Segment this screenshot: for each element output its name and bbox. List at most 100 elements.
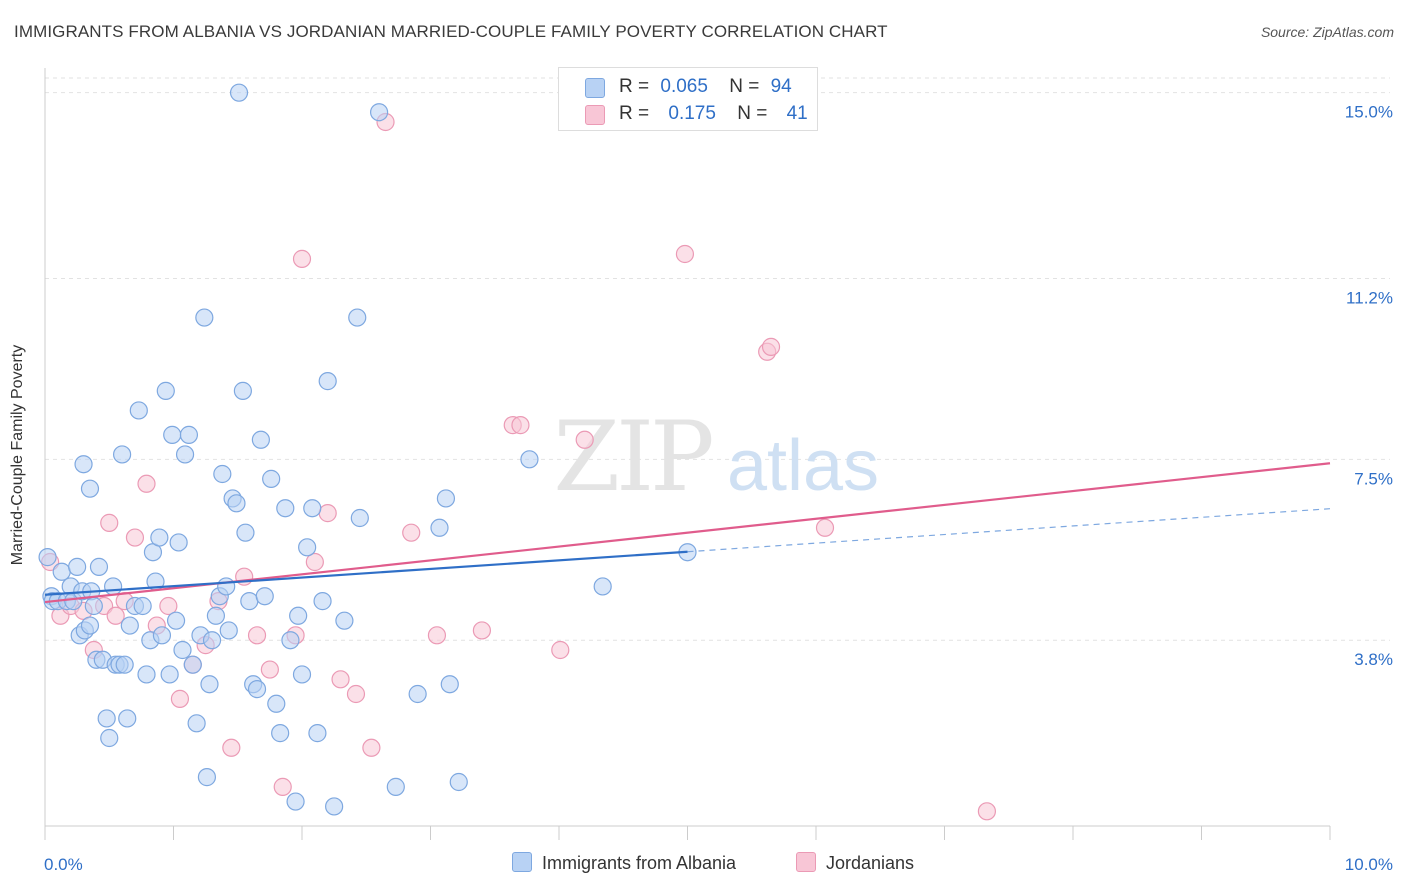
tick-labels: 3.8% 7.5% 11.2% 15.0% 0.0% 10.0% [44,103,1393,874]
legend-swatch-albania [585,78,605,98]
albania-point [233,381,252,400]
jordanians-point [100,513,119,532]
jordanians-trendline [44,462,1331,604]
bottom-legend-albania: Immigrants from Albania [512,852,736,874]
source-label: Source: ZipAtlas.com [1260,24,1394,40]
albania-point [520,450,539,469]
albania-point [163,425,182,444]
jordanians-point [260,660,279,679]
jordanians-point [427,626,447,645]
legend-r-value-jordanians: 0.175 [668,103,716,124]
legend-n-label: N = [737,103,768,124]
albania-point [74,455,93,474]
albania-point [169,533,188,552]
x-tick-label: 0.0% [44,855,83,874]
albania-point [120,616,139,635]
albania-point [179,425,199,444]
albania-point [593,577,612,596]
bottom-legend-label-jordanians: Jordanians [826,853,915,873]
y-tick-label: 11.2% [1346,288,1393,307]
jordanians-point [247,626,267,645]
albania-point [440,675,459,694]
grid-lines [45,77,1390,641]
jordanians-point [106,606,125,625]
albania-point [267,694,286,713]
albania-point [104,577,123,596]
albania-point [247,680,267,699]
albania-point [227,494,246,513]
albania-point [175,445,195,464]
jordanians-point [137,474,156,493]
albania-point [160,665,179,684]
albania-point [240,592,259,611]
jordanians-point [222,738,241,757]
albania-point [197,768,217,787]
jordanians-point [362,738,381,757]
albania-point [100,728,119,748]
albania-point [187,714,206,733]
albania-point [80,479,100,498]
albania-point [202,631,222,650]
albania-point [137,665,156,684]
jordanians-point [472,621,491,640]
jordanians-point [305,552,324,572]
trendlines [44,462,1331,604]
albania-point [89,557,109,576]
albania-point [370,103,389,122]
chart-title: IMMIGRANTS FROM ALBANIA VS JORDANIAN MAR… [14,22,888,41]
x-tick-label: 10.0% [1345,855,1393,874]
watermark: ZIP atlas [553,401,879,513]
bottom-legend-swatch-jordanians [796,852,816,872]
legend-n-value-jordanians: 41 [786,103,808,124]
albania-point [183,655,202,674]
bottom-legend-label-albania: Immigrants from Albania [542,853,737,873]
albania-point [303,499,322,518]
albania-point [408,684,427,704]
albania-point [436,489,456,508]
albania-point [156,381,175,400]
albania-point [173,640,192,660]
jordanians-point [170,689,190,708]
bottom-legend-jordanians: Jordanians [796,852,914,874]
albania-point [217,577,236,596]
jordanians-point [815,518,835,537]
y-axis-label: Married-Couple Family Poverty [9,344,26,566]
jordanians-point [575,430,594,449]
albania-point [350,508,369,528]
legend-n-label: N = [729,76,760,97]
albania-point [289,606,308,625]
jordanians-point [346,684,366,704]
bottom-legend-swatch-albania [512,852,532,872]
jordanians-point [402,523,421,542]
albania-point [430,518,449,537]
albania-point [219,621,238,640]
albania-point [281,631,300,650]
albania-point [115,655,134,674]
albania-point [195,308,214,327]
jordanians-points [41,112,997,821]
albania-point [133,596,152,616]
albania-point [449,772,468,792]
albania-point [318,372,337,391]
albania-point [236,523,255,542]
stats-legend: R = 0.065 N = 94 R = 0.175 N = 41 [558,67,818,131]
albania-point [118,709,137,728]
albania-point [286,792,305,811]
albania-trendline [44,550,688,596]
albania-point [229,83,249,102]
y-tick-label: 7.5% [1354,469,1393,488]
legend-r-label: R = [619,103,650,124]
albania-point [52,562,71,581]
albania-point [200,675,219,694]
legend-r-label: R = [619,76,650,97]
albania-trendline-extension [687,508,1331,553]
albania-point [68,557,87,576]
jordanians-point [125,528,145,547]
albania-point [292,665,312,684]
albania-point [38,548,57,567]
albania-point [129,401,148,420]
jordanians-point [675,244,695,264]
jordanians-point [551,640,570,660]
jordanians-point [761,337,781,356]
